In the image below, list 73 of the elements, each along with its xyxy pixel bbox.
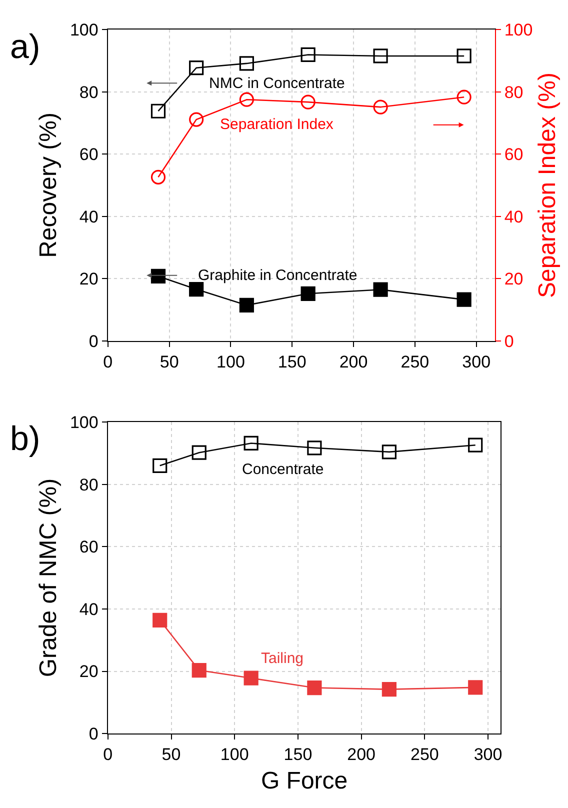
y2-tick-label: 60 bbox=[504, 145, 524, 164]
point bbox=[152, 458, 168, 473]
series-label: Separation Index bbox=[220, 116, 334, 133]
x-tick-label: 100 bbox=[220, 745, 249, 764]
y2-axis-title: Separation Index (%) bbox=[534, 72, 561, 298]
point bbox=[373, 100, 388, 114]
y-axis-title: Grade of NMC (%) bbox=[35, 478, 62, 678]
x-tick-label: 300 bbox=[462, 352, 491, 372]
point bbox=[152, 612, 168, 628]
x-tick-label: 0 bbox=[103, 745, 113, 764]
point bbox=[189, 60, 204, 76]
point bbox=[468, 680, 483, 695]
y-tick-label: 80 bbox=[79, 475, 98, 494]
series-label: Tailing bbox=[261, 650, 304, 667]
y-tick-label: 40 bbox=[79, 600, 98, 619]
x-tick-label: 200 bbox=[339, 352, 368, 372]
x-tick-label: 100 bbox=[216, 352, 245, 372]
y-tick-label: 60 bbox=[79, 538, 98, 557]
point bbox=[239, 56, 254, 71]
series-label: Concentrate bbox=[242, 461, 324, 478]
x-tick-label: 150 bbox=[284, 745, 312, 764]
y-tick-label: 20 bbox=[79, 662, 98, 682]
x-tick-label: 300 bbox=[474, 745, 502, 764]
x-tick-label: 150 bbox=[278, 352, 306, 372]
point bbox=[150, 170, 166, 184]
x-tick-label: 200 bbox=[347, 745, 376, 764]
point bbox=[192, 445, 206, 460]
point bbox=[456, 292, 472, 307]
point bbox=[189, 112, 204, 127]
point bbox=[189, 282, 204, 297]
point bbox=[307, 680, 322, 696]
y2-tick-label: 40 bbox=[504, 207, 524, 226]
point bbox=[244, 670, 258, 686]
y-tick-label: 0 bbox=[88, 724, 98, 744]
point bbox=[307, 440, 322, 456]
point bbox=[239, 92, 254, 107]
x-axis-title: G Force bbox=[260, 767, 348, 794]
series-label: NMC in Concentrate bbox=[209, 75, 345, 92]
x-tick-label: 0 bbox=[103, 352, 113, 372]
chart-title: a) bbox=[10, 28, 40, 66]
point bbox=[150, 268, 166, 284]
point bbox=[456, 48, 472, 64]
y2-tick-label: 100 bbox=[504, 20, 533, 40]
y2-tick-label: 0 bbox=[504, 332, 514, 351]
y-tick-label: 100 bbox=[70, 20, 98, 40]
y-tick-label: 0 bbox=[88, 332, 98, 351]
x-tick-label: 50 bbox=[160, 352, 179, 372]
y-tick-label: 100 bbox=[70, 413, 98, 432]
y-axis-title: Recovery (%) bbox=[35, 112, 62, 258]
point bbox=[456, 90, 472, 104]
point bbox=[373, 48, 388, 64]
y2-tick-label: 80 bbox=[504, 82, 524, 102]
point bbox=[468, 438, 483, 452]
y-tick-label: 20 bbox=[79, 270, 98, 289]
y2-tick-label: 20 bbox=[504, 270, 524, 289]
point bbox=[244, 436, 258, 451]
point bbox=[150, 104, 166, 118]
series-label: Graphite in Concentrate bbox=[198, 267, 358, 284]
point bbox=[373, 282, 388, 297]
point bbox=[300, 286, 316, 301]
x-tick-label: 50 bbox=[162, 745, 181, 764]
y-tick-label: 60 bbox=[79, 145, 98, 164]
point bbox=[239, 298, 254, 312]
point bbox=[382, 682, 396, 697]
y-tick-label: 40 bbox=[79, 207, 98, 226]
y-tick-label: 80 bbox=[79, 82, 98, 102]
chart-title: b) bbox=[10, 420, 40, 458]
point bbox=[192, 663, 206, 678]
x-tick-label: 250 bbox=[400, 352, 430, 372]
point bbox=[300, 47, 316, 62]
point bbox=[382, 444, 396, 460]
x-tick-label: 250 bbox=[410, 745, 439, 764]
point bbox=[300, 94, 316, 110]
